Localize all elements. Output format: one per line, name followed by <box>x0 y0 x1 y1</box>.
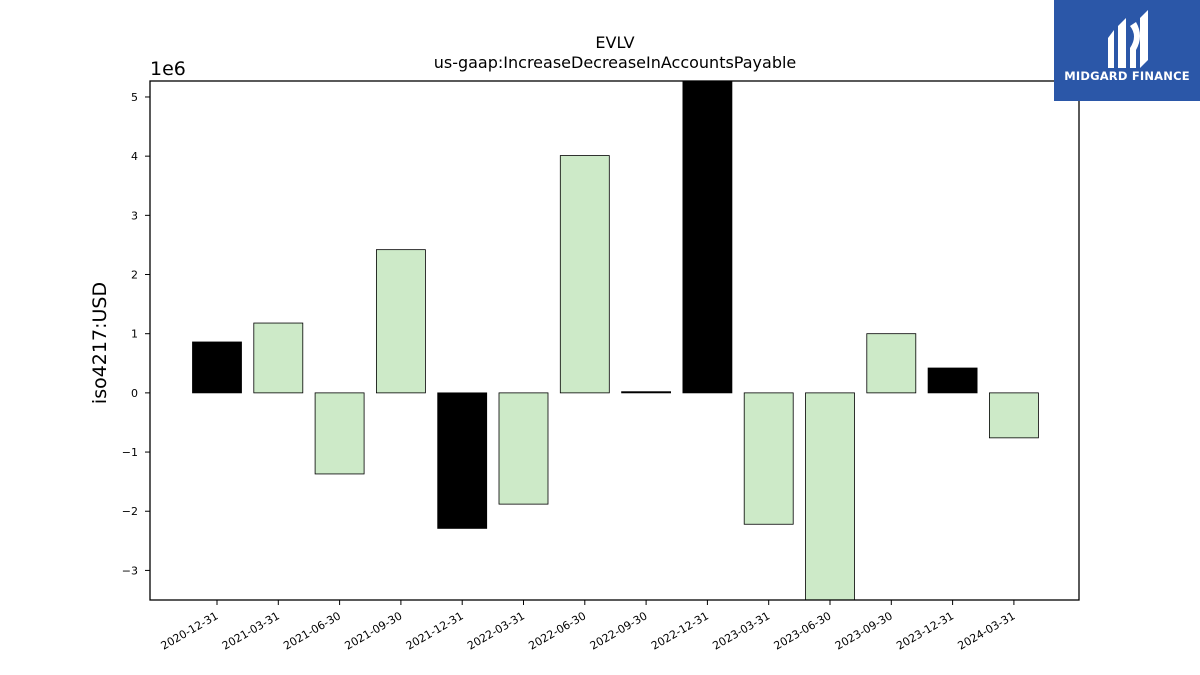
bar-2021-03-31 <box>253 322 304 394</box>
x-tick-label: 2020-12-31 <box>159 609 221 652</box>
y-tick-label: 2 <box>131 269 138 282</box>
x-tick-label: 2023-09-30 <box>833 609 895 652</box>
y-tick-label: 3 <box>131 209 138 222</box>
y-ticks-group: −3 −2 −1 0 1 2 3 4 5 <box>122 91 150 577</box>
x-tick-label: 2021-12-31 <box>404 609 466 652</box>
bars-group <box>192 80 1039 601</box>
chart-title: EVLV <box>595 33 634 52</box>
x-tick-label: 2021-06-30 <box>281 609 343 652</box>
x-tick-label: 2022-09-30 <box>588 609 650 652</box>
plot-frame <box>149 80 1080 601</box>
x-tick-label: 2022-06-30 <box>526 609 588 652</box>
y-tick-label: 4 <box>131 150 138 163</box>
x-tick-label: 2023-12-31 <box>894 609 956 652</box>
bar-2021-06-30 <box>314 392 365 475</box>
x-ticks-group: 2020-12-31 2021-03-31 2021-06-30 2021-09-30… <box>159 600 1018 653</box>
x-tick-label: 2021-09-30 <box>343 609 405 652</box>
brand-badge: MIDGARD FINANCE <box>1054 0 1200 101</box>
chart-subtitle: us-gaap:IncreaseDecreaseInAccountsPayabl… <box>434 53 797 72</box>
bar-2021-09-30 <box>375 249 426 394</box>
bar-2022-09-30 <box>621 391 671 394</box>
bar-2022-06-30 <box>559 155 610 394</box>
bar-2021-12-31 <box>437 392 488 529</box>
y-tick-label: 1 <box>131 328 138 341</box>
y-tick-label: −2 <box>122 505 138 518</box>
y-tick-label: 0 <box>131 387 138 400</box>
bar-2024-03-31 <box>989 392 1039 439</box>
y-tick-label: 5 <box>131 91 138 104</box>
bar-2023-03-31 <box>743 392 794 525</box>
bar-2023-09-30 <box>866 333 917 394</box>
y-tick-label: −3 <box>122 564 138 577</box>
bar-2023-06-30 <box>805 392 855 601</box>
y-tick-label: −1 <box>122 446 138 459</box>
bar-2022-12-31 <box>682 80 733 394</box>
x-tick-label: 2023-03-31 <box>710 609 772 652</box>
bar-2022-03-31 <box>498 392 549 505</box>
x-tick-label: 2022-12-31 <box>649 609 711 652</box>
x-tick-label: 2023-06-30 <box>772 609 834 652</box>
y-axis-label: iso4217:USD <box>89 282 111 404</box>
x-tick-label: 2024-03-31 <box>956 609 1018 652</box>
x-tick-label: 2021-03-31 <box>220 609 282 652</box>
bar-2020-12-31 <box>192 341 242 394</box>
y-offset-label: 1e6 <box>150 58 186 80</box>
brand-name: MIDGARD FINANCE <box>1064 69 1190 83</box>
x-tick-label: 2022-03-31 <box>465 609 527 652</box>
midgard-logo-icon <box>1102 8 1154 72</box>
bar-2023-12-31 <box>927 367 978 394</box>
